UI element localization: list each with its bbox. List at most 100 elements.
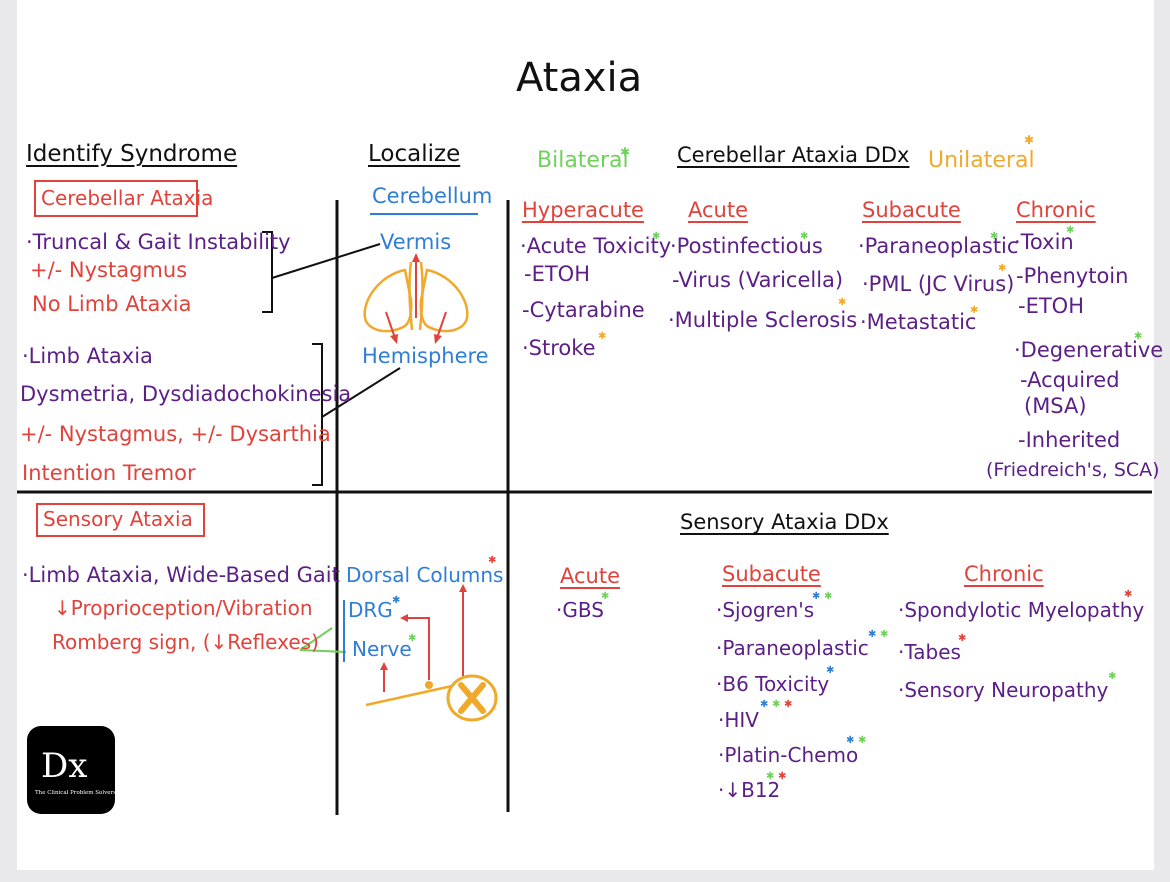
star-icon: ✱ — [970, 305, 979, 316]
star-icon: ✱ — [392, 595, 401, 606]
star-icon: ✱ — [846, 735, 855, 746]
star-icon: ✱ — [958, 633, 967, 644]
chronic-item-4: ·Degenerative — [1014, 338, 1164, 362]
sensory-acute-label: Acute — [560, 564, 621, 588]
star-icon: ✱ — [598, 331, 607, 342]
localize-dorsal-columns: Dorsal Columns — [346, 563, 504, 587]
bracket-group2 — [312, 343, 323, 486]
acute-item-3: ·Multiple Sclerosis — [668, 308, 858, 332]
localize-hemisphere: Hemisphere — [362, 344, 489, 368]
star-icon: ✱ — [760, 699, 769, 710]
cerebellar-group1-line1: ·Truncal & Gait Instability — [26, 230, 291, 254]
nerve-line — [365, 684, 453, 707]
cerebellar-ataxia-box — [34, 180, 198, 217]
chronic-item-1: ·Toxin — [1014, 230, 1074, 254]
hyperacute-item-4: ·Stroke — [522, 336, 596, 360]
star-icon: ✱ — [601, 591, 610, 602]
page-title: Ataxia — [516, 55, 643, 101]
sensory-subacute-item-2: ·Paraneoplastic — [716, 636, 869, 660]
connector-sensory — [299, 627, 347, 653]
spinal-cord-drawing — [446, 674, 498, 722]
sensory-item-2: ↓Proprioception/Vibration — [54, 596, 313, 620]
logo-tagline: The Clinical Problem Solvers — [35, 790, 116, 796]
cerebellar-group1-line3: No Limb Ataxia — [32, 292, 192, 316]
sensory-chronic-label: Chronic — [964, 562, 1044, 586]
star-icon: ✱ — [784, 699, 793, 710]
whiteboard — [17, 0, 1154, 870]
sensory-chronic-item-2: ·Tabes — [898, 640, 961, 664]
localize-nerve: Nerve — [352, 637, 412, 661]
sensory-subacute-label: Subacute — [722, 562, 821, 586]
header-sensory-ddx: Sensory Ataxia DDx — [680, 510, 889, 534]
star-icon: ✱ — [858, 735, 867, 746]
star-icon: ✱ — [990, 231, 999, 242]
sensory-item-1: ·Limb Ataxia, Wide-Based Gait — [22, 563, 340, 587]
header-cerebellar-ddx: Cerebellar Ataxia DDx — [677, 143, 910, 167]
header-localize: Localize — [368, 141, 461, 167]
acute-item-1: ·Postinfectious — [670, 234, 823, 258]
chronic-item-5: -Acquired — [1020, 368, 1120, 392]
hyperacute-item-1: ·Acute Toxicity — [520, 234, 672, 258]
subacute-item-3: ·Metastatic — [860, 310, 977, 334]
star-icon: ✱ — [868, 629, 877, 640]
subacute-item-1: ·Paraneoplastic — [858, 234, 1019, 258]
sensory-subacute-item-4: ·HIV — [718, 708, 759, 732]
chronic-item-3: -ETOH — [1018, 294, 1084, 318]
connector-vermis — [271, 243, 381, 279]
localize-vermis: Vermis — [380, 230, 452, 254]
logo-mark: Dx — [41, 746, 88, 786]
star-icon: ✱ — [800, 231, 809, 242]
chronic-item-6: (MSA) — [1024, 394, 1087, 418]
star-icon: ✱ — [652, 231, 661, 242]
sensory-subacute-item-1: ·Sjogren's — [716, 598, 815, 622]
header-unilateral: Unilateral — [928, 148, 1035, 173]
star-icon: ✱ — [838, 297, 847, 308]
acute-item-2: -Virus (Varicella) — [672, 268, 844, 292]
sensory-subacute-item-3: ·B6 Toxicity — [716, 672, 830, 696]
bracket-group1 — [262, 231, 273, 313]
sensory-item-3: Romberg sign, (↓Reflexes) — [52, 630, 319, 654]
sensory-acute-item-1: ·GBS — [556, 598, 604, 622]
chronic-label: Chronic — [1016, 198, 1096, 222]
subacute-label: Subacute — [862, 198, 961, 222]
star-icon: ✱ — [998, 263, 1007, 274]
star-icon: ✱ — [408, 633, 417, 644]
hyperacute-item-2: -ETOH — [524, 262, 590, 286]
hyperacute-item-3: -Cytarabine — [522, 298, 645, 322]
hyperacute-label: Hyperacute — [522, 198, 644, 222]
star-icon: ✱ — [826, 665, 835, 676]
star-icon: ✱ — [880, 629, 889, 640]
star-icon: ✱ — [1024, 133, 1035, 147]
acute-label: Acute — [688, 198, 749, 222]
sensory-ataxia-box — [36, 503, 205, 537]
header-identify-syndrome: Identify Syndrome — [26, 141, 238, 167]
subacute-item-2: ·PML (JC Virus) — [862, 272, 1015, 296]
chronic-item-7: -Inherited — [1018, 428, 1121, 452]
cerebellum-drawing — [363, 253, 469, 344]
star-icon: ✱ — [1066, 225, 1075, 236]
localize-drg: DRG — [348, 598, 393, 622]
star-icon: ✱ — [812, 591, 821, 602]
star-icon: ✱ — [1108, 671, 1117, 682]
sensory-subacute-item-5: ·Platin-Chemo — [718, 743, 859, 767]
sensory-subacute-item-6: ·↓B12 — [718, 778, 781, 802]
star-icon: ✱ — [766, 771, 775, 782]
cerebellar-group1-line2: +/- Nystagmus — [30, 258, 188, 282]
sensory-chronic-item-1: ·Spondylotic Myelopathy — [898, 598, 1145, 622]
header-bilateral: Bilateral — [537, 148, 629, 173]
sensory-chronic-item-3: ·Sensory Neuropathy — [898, 678, 1109, 702]
star-icon: ✱ — [778, 771, 787, 782]
sensory-ataxia-label: Sensory Ataxia — [43, 507, 193, 531]
cerebellar-group2-line4: Intention Tremor — [22, 461, 196, 485]
cerebellar-group2-line1: ·Limb Ataxia — [22, 344, 153, 368]
star-icon: ✱ — [1124, 589, 1133, 600]
cerebellar-ataxia-label: Cerebellar Ataxia — [41, 186, 214, 210]
star-icon: ✱ — [488, 555, 497, 566]
localize-cerebellum: Cerebellum — [372, 184, 493, 208]
star-icon: ✱ — [1134, 331, 1143, 342]
star-icon: ✱ — [772, 699, 781, 710]
chronic-item-2: -Phenytoin — [1016, 264, 1129, 288]
star-icon: ✱ — [824, 591, 833, 602]
connector-hemisphere — [321, 367, 401, 418]
